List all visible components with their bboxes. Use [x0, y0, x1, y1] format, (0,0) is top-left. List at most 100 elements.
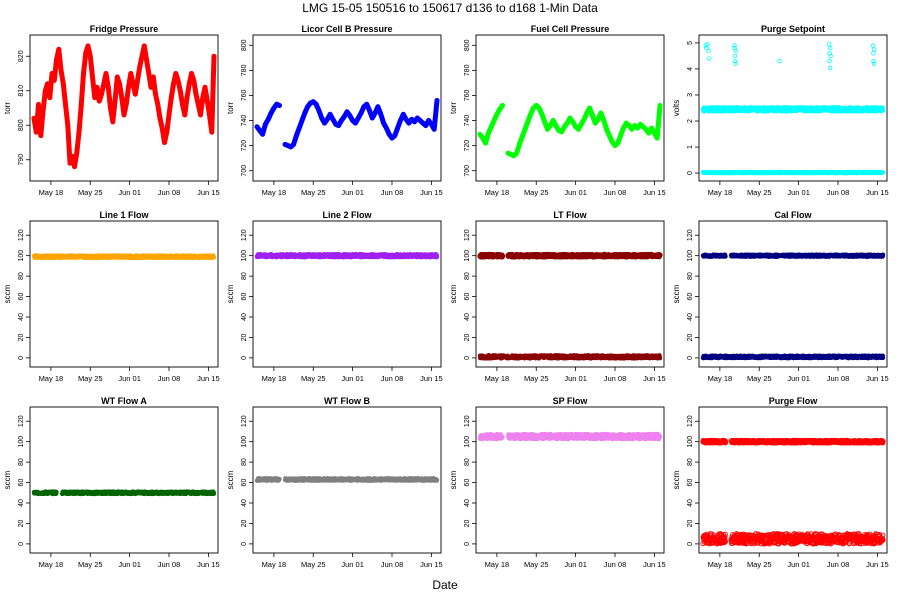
data-point: [347, 113, 353, 118]
data-point: [615, 140, 621, 146]
data-point: [316, 108, 322, 113]
y-tick-label: 0: [464, 356, 471, 360]
x-tick-label: May 18: [485, 188, 510, 197]
data-point: [108, 105, 113, 111]
data-point: [38, 133, 44, 139]
data-point: [525, 119, 531, 125]
data-point: [367, 108, 372, 113]
data-point: [202, 84, 208, 90]
x-tick-label: Jun 08: [158, 188, 181, 197]
data-point: [105, 84, 111, 90]
data-point: [40, 109, 46, 114]
y-axis-label: torr: [449, 102, 458, 114]
data-point: [195, 102, 201, 107]
y-tick-label: 120: [687, 229, 694, 241]
y-tick-label: 1: [687, 145, 694, 149]
y-tick-label: 780: [464, 64, 471, 76]
series-fuel-cell-pressure: [477, 103, 663, 159]
x-tick-label: Jun 01: [118, 188, 141, 197]
y-axis-label: sccm: [3, 284, 12, 303]
data-point: [33, 129, 39, 135]
data-point: [559, 129, 564, 135]
y-axis-label: sccm: [226, 284, 235, 303]
x-tick-label: May 18: [708, 188, 733, 197]
data-point: [119, 95, 125, 101]
x-tick-label: Jun 01: [341, 374, 364, 383]
plot-frame: [475, 34, 665, 182]
data-point: [128, 71, 134, 76]
y-tick-label: 20: [241, 333, 248, 341]
data-point: [177, 88, 183, 94]
data-point: [123, 102, 129, 107]
data-point: [434, 253, 440, 259]
x-tick-label: May 25: [78, 374, 103, 383]
data-point: [322, 120, 327, 126]
x-tick-label: Jun 08: [827, 374, 850, 383]
data-point: [486, 130, 491, 136]
data-point: [403, 116, 409, 122]
panel-title: Cal Flow: [774, 210, 812, 220]
data-point: [87, 53, 93, 59]
data-point: [56, 46, 62, 52]
data-point: [92, 95, 98, 101]
data-point: [826, 42, 832, 47]
data-point: [657, 103, 663, 108]
data-point: [598, 110, 604, 116]
y-tick-label: 810: [18, 85, 25, 97]
y-tick-label: 60: [687, 293, 694, 301]
data-point: [536, 105, 542, 111]
x-tick-label: May 25: [747, 374, 772, 383]
data-point: [626, 123, 632, 128]
data-point: [431, 126, 437, 132]
panel-title: Line 2 Flow: [322, 210, 372, 220]
x-tick-label: Jun 08: [381, 188, 404, 197]
data-point: [36, 102, 41, 107]
data-point: [542, 119, 548, 125]
x-tick-label: May 25: [524, 374, 549, 383]
y-tick-label: 80: [18, 272, 25, 280]
data-point: [426, 118, 431, 123]
data-point: [42, 88, 48, 94]
x-tick-label: Jun 08: [381, 374, 404, 383]
x-tick-label: Jun 15: [420, 374, 443, 383]
data-point: [211, 53, 217, 59]
panel-licor-cell-b-pressure: Licor Cell B Pressuretorr700720740760780…: [226, 24, 443, 197]
y-tick-label: 60: [464, 293, 471, 301]
data-point: [587, 105, 593, 111]
data-point: [173, 71, 179, 76]
data-point: [651, 130, 657, 136]
data-point: [47, 95, 53, 101]
series-purge-setpoint-spikes: [703, 42, 877, 70]
y-tick-label: 4: [687, 67, 694, 71]
data-point: [522, 126, 528, 132]
data-point: [355, 115, 361, 121]
x-tick-label: May 25: [747, 188, 772, 197]
data-point: [643, 126, 649, 132]
data-point: [69, 153, 75, 159]
plot-frame: [252, 34, 442, 182]
data-point: [491, 118, 497, 123]
data-band-1: [700, 252, 728, 259]
data-point: [96, 98, 102, 104]
data-point: [500, 103, 505, 108]
y-tick-label: 100: [18, 250, 25, 262]
y-tick-label: 760: [464, 90, 471, 102]
data-point: [94, 84, 100, 90]
data-point: [880, 108, 886, 113]
data-band-1: [700, 105, 886, 114]
x-tick-label: Jun 08: [604, 188, 627, 197]
data-point: [101, 81, 107, 87]
data-point: [157, 115, 163, 121]
data-point: [175, 78, 181, 83]
panel-title: Fuel Cell Pressure: [531, 24, 610, 34]
data-point: [477, 131, 483, 137]
data-point: [330, 116, 336, 122]
data-point: [372, 110, 378, 116]
x-tick-label: May 18: [262, 374, 287, 383]
data-point: [629, 126, 635, 132]
data-point: [153, 91, 158, 97]
data-point: [90, 74, 95, 80]
